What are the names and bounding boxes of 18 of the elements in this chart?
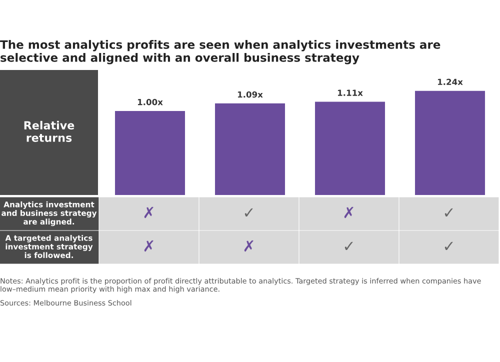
chart-title: The most analytics profits are seen when analytics investments are selective and aligned with an overall business strategy	[0, 40, 440, 64]
data-label: 1.00x	[138, 98, 163, 106]
y-axis-title: Relative returns	[24, 120, 74, 142]
text: ✗	[344, 206, 354, 218]
text: ✓	[444, 208, 453, 216]
text: ✓	[444, 242, 453, 250]
bar	[415, 90, 485, 195]
data-label: 1.24x	[438, 78, 463, 85]
text: ✓	[344, 242, 353, 250]
data-label: 1.11x	[338, 90, 363, 96]
bar	[115, 110, 185, 195]
text: ✗	[144, 206, 154, 218]
data-label: 1.09x	[238, 91, 263, 98]
text: ✗	[144, 240, 154, 252]
bar	[215, 103, 285, 195]
text: ✗	[244, 240, 254, 252]
bar	[315, 102, 385, 195]
text: ✓	[244, 208, 253, 216]
